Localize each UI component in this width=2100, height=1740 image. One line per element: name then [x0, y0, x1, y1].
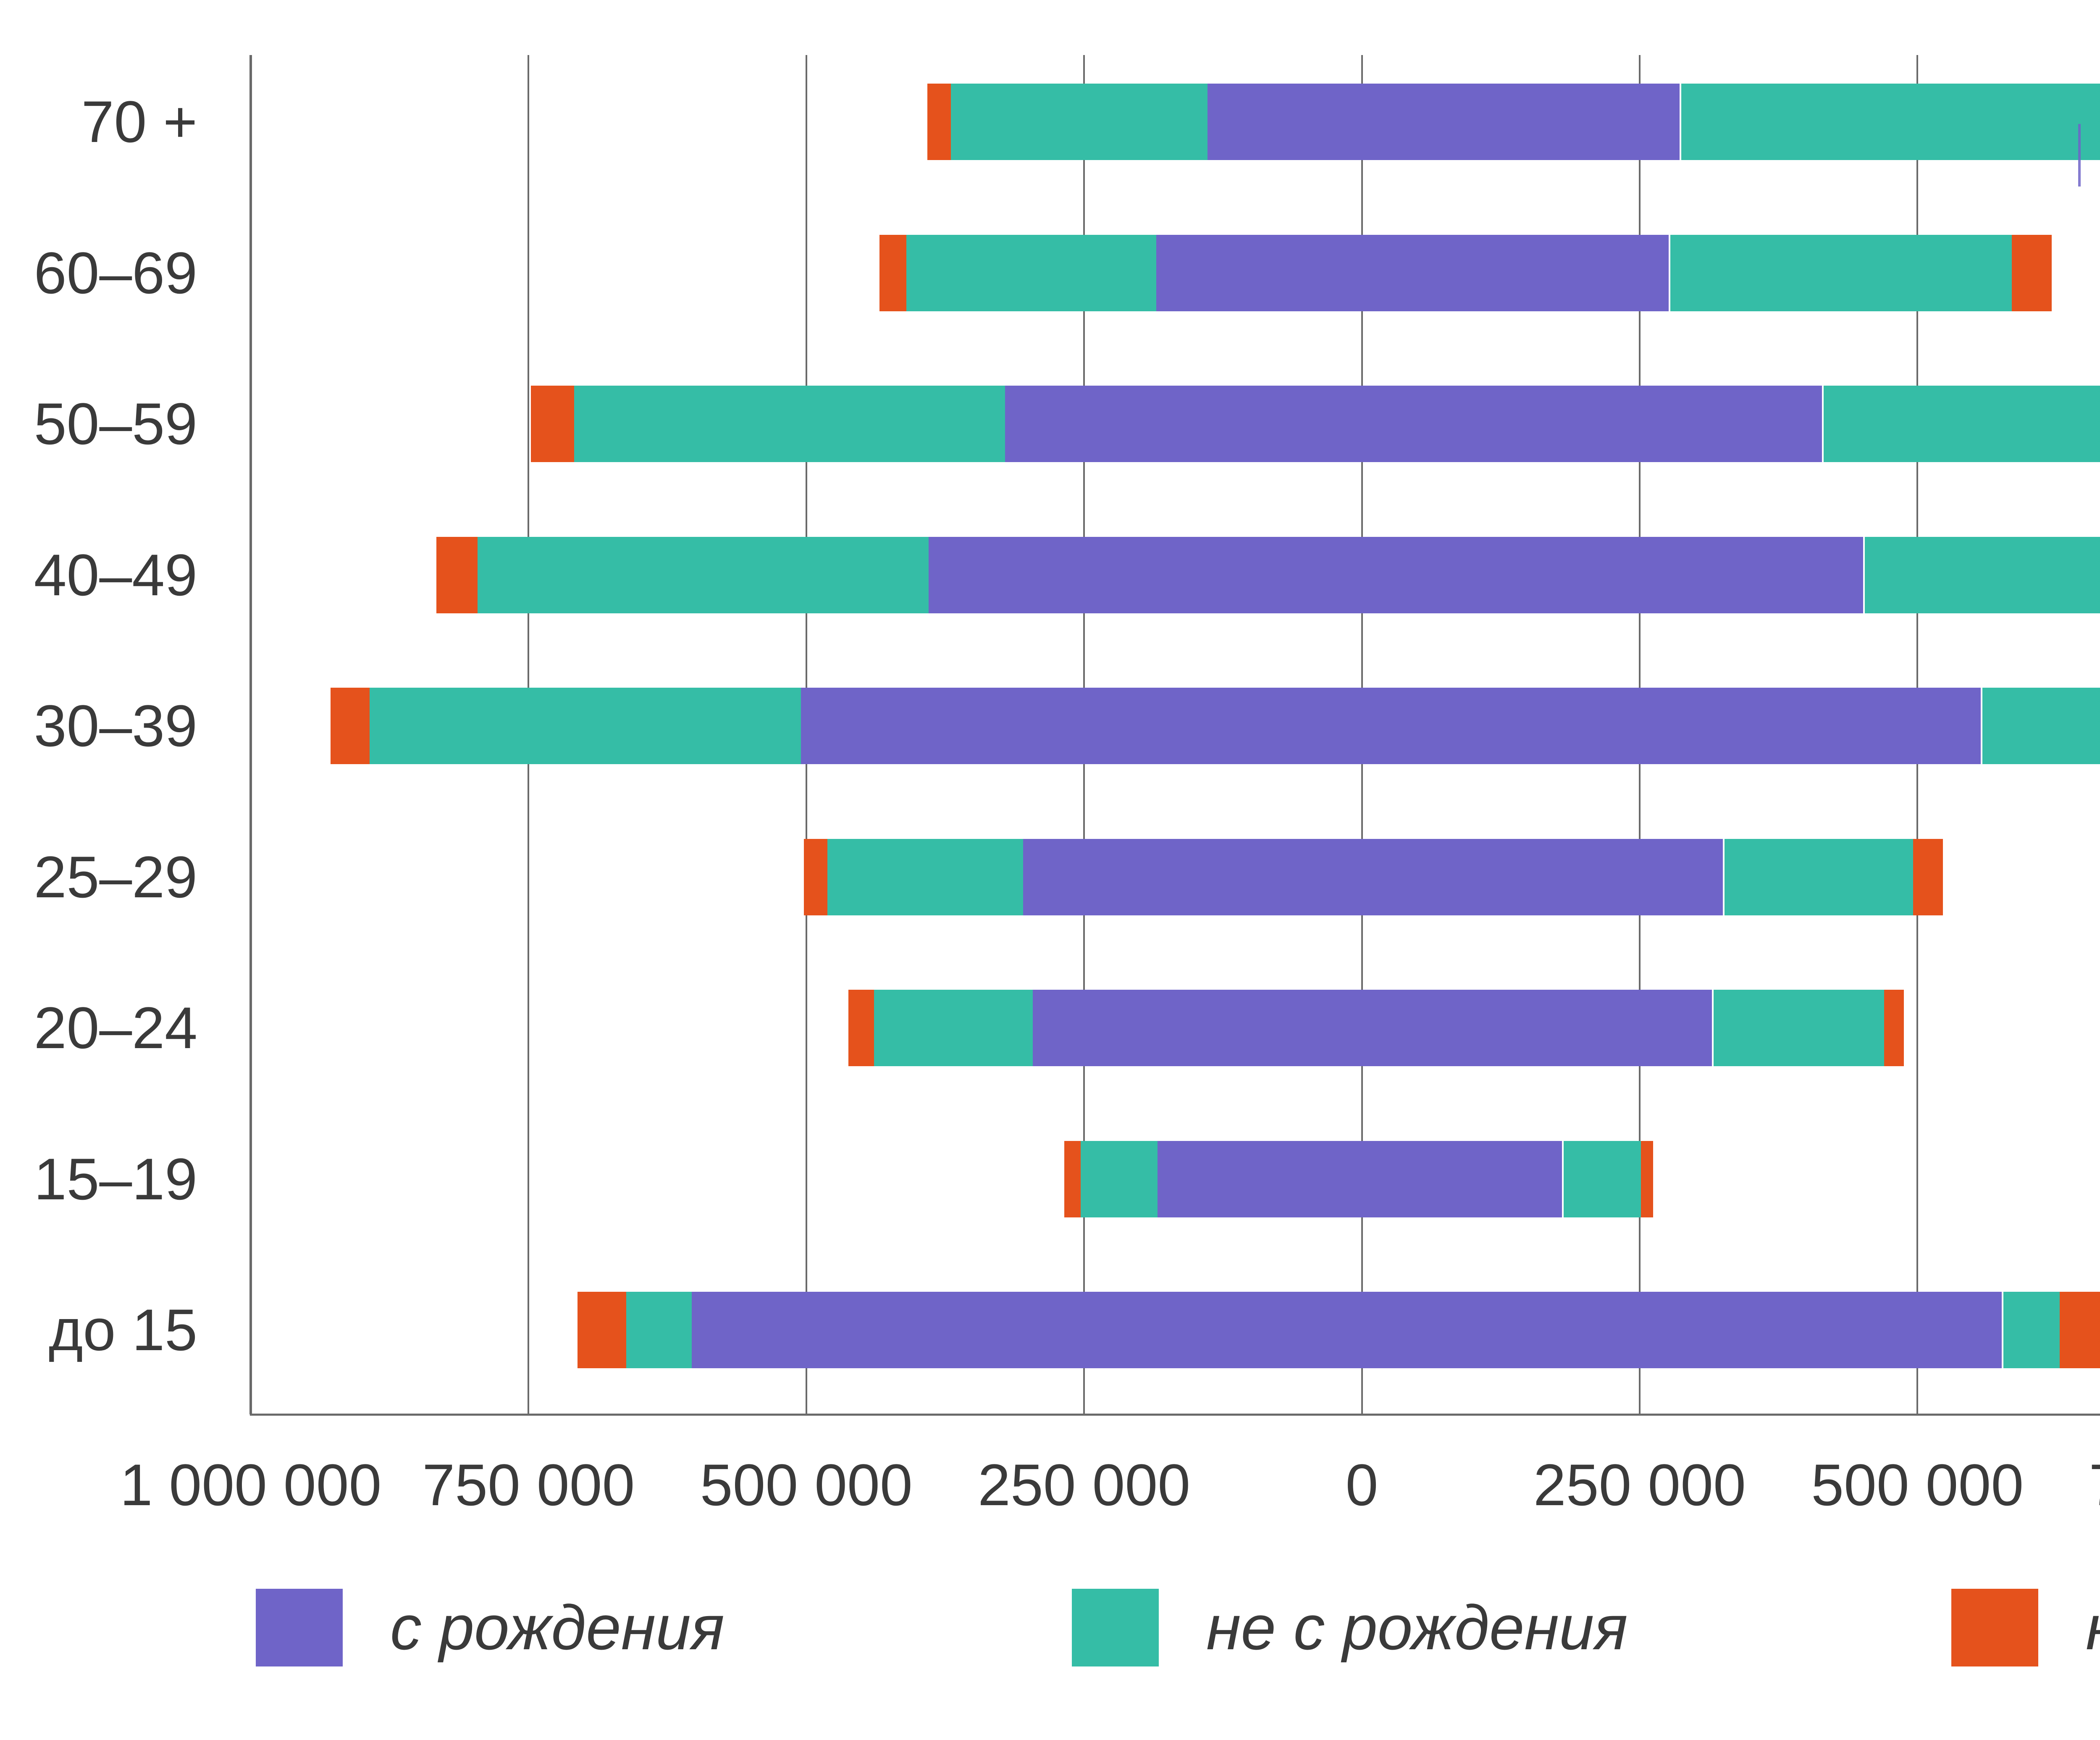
- bar-segment: [1064, 1141, 1081, 1217]
- bar-segment: [626, 1292, 692, 1369]
- x-axis-label: 1 000 000: [120, 1452, 382, 1518]
- bar-segment: [436, 536, 478, 613]
- y-axis-label: до 15: [48, 1297, 197, 1363]
- bar-segment: [692, 1292, 2002, 1369]
- bar-segment: [927, 84, 951, 160]
- bar-segment: [1913, 838, 1943, 915]
- x-axis-label: 250 000: [978, 1452, 1191, 1518]
- bar-segment: [848, 990, 874, 1067]
- bar-segment: [879, 234, 906, 311]
- y-axis-label: 60–69: [34, 239, 197, 306]
- legend-swatch: [256, 1589, 343, 1666]
- y-axis-label: 30–39: [34, 693, 197, 759]
- y-axis-label: 25–29: [34, 844, 197, 910]
- bar-segment: [1081, 1141, 1158, 1217]
- bar-segment: [1864, 536, 2100, 613]
- bar-segment: [906, 234, 1157, 311]
- bar-segment: [874, 990, 1033, 1067]
- bar-segment: [2012, 234, 2052, 311]
- bar-segment: [1725, 838, 1913, 915]
- bar-segment: [1023, 838, 1723, 915]
- x-axis-label: 750 000: [422, 1452, 635, 1518]
- bar-segment: [370, 688, 801, 765]
- bar-segment: [2059, 1292, 2100, 1369]
- bar-segment: [2003, 1292, 2060, 1369]
- legend-label: не указали: [2086, 1589, 2100, 1666]
- bar-segment: [1670, 234, 2012, 311]
- bar-segment: [530, 386, 574, 463]
- x-axis-label: 750 000: [2006, 1447, 2100, 1523]
- x-axis-label: 0: [1345, 1452, 1378, 1518]
- legend-label: не с рождения: [1206, 1592, 1628, 1663]
- bar-segment: [1033, 990, 1712, 1067]
- legend-swatch: [1072, 1589, 1159, 1666]
- bar-segment: [1823, 386, 2100, 463]
- x-axis-label: 250 000: [1533, 1452, 1746, 1518]
- bar-segment: [827, 838, 1023, 915]
- bar-segment: [1563, 1141, 1641, 1217]
- bar-segment: [1681, 84, 2100, 160]
- bar-segment: [577, 1292, 627, 1369]
- bar-segment: [1641, 1141, 1653, 1217]
- bar-segment: [801, 688, 1981, 765]
- legend-label: с рождения: [390, 1592, 724, 1663]
- y-axis-label: 50–59: [34, 391, 197, 457]
- y-axis-label: 70 +: [81, 89, 197, 155]
- bar-segment: [574, 386, 1005, 463]
- bar-segment: [928, 536, 1863, 613]
- x-axis-label: 500 000: [700, 1452, 913, 1518]
- bar-segment: [1884, 990, 1904, 1067]
- bar-segment: [804, 838, 827, 915]
- bar-segment: [1207, 84, 1680, 160]
- bar-segment: [950, 84, 1208, 160]
- bar-segment: [477, 536, 929, 613]
- x-axis-line: [250, 1414, 2100, 1416]
- y-axis-label: 20–24: [34, 995, 197, 1061]
- x-axis-label: 500 000: [1811, 1452, 2024, 1518]
- stray-line-artifact: [2078, 124, 2081, 187]
- y-axis-label: 40–49: [34, 541, 197, 608]
- y-axis-label: 15–19: [34, 1146, 197, 1212]
- gridline: [249, 55, 252, 1414]
- bar-segment: [331, 688, 370, 765]
- bar-segment: [1157, 1141, 1562, 1217]
- bar-segment: [1713, 990, 1884, 1067]
- bar-segment: [1156, 234, 1669, 311]
- bar-segment: [1005, 386, 1822, 463]
- bar-segment: [1982, 688, 2100, 765]
- legend-swatch: [1951, 1589, 2038, 1666]
